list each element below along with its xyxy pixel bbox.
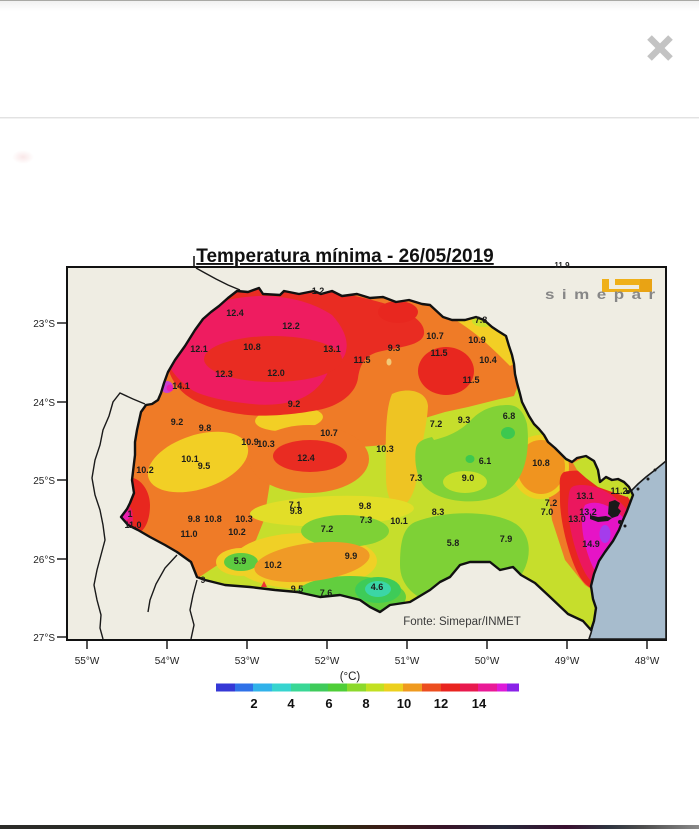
svg-text:1.2: 1.2 (312, 286, 325, 296)
svg-text:7.1: 7.1 (289, 500, 302, 510)
svg-text:12.0: 12.0 (267, 368, 285, 378)
svg-text:9.8: 9.8 (199, 423, 212, 433)
svg-text:10.7: 10.7 (320, 428, 338, 438)
svg-text:9.0: 9.0 (462, 473, 475, 483)
svg-text:9.5: 9.5 (198, 461, 211, 471)
svg-text:7.3: 7.3 (410, 473, 423, 483)
svg-text:7.2: 7.2 (321, 524, 334, 534)
svg-text:10.3: 10.3 (235, 514, 253, 524)
svg-text:10.9: 10.9 (241, 437, 259, 447)
svg-text:5.9: 5.9 (234, 556, 247, 566)
svg-text:51°W: 51°W (395, 656, 420, 667)
svg-text:11.0: 11.0 (124, 520, 141, 530)
svg-text:54°W: 54°W (155, 656, 180, 667)
svg-text:7.9: 7.9 (500, 534, 513, 544)
svg-text:9: 9 (200, 575, 205, 585)
svg-text:6: 6 (325, 696, 332, 711)
svg-text:(°C): (°C) (340, 671, 361, 683)
svg-text:1: 1 (127, 509, 132, 519)
svg-text:2: 2 (250, 696, 257, 711)
svg-text:13.1: 13.1 (323, 344, 341, 354)
svg-text:9.3: 9.3 (388, 343, 401, 353)
svg-text:14: 14 (472, 696, 487, 711)
svg-text:9.3: 9.3 (458, 415, 471, 425)
svg-text:7.3: 7.3 (360, 515, 373, 525)
svg-text:9.8: 9.8 (359, 501, 372, 511)
svg-text:48°W: 48°W (635, 656, 660, 667)
svg-text:49°W: 49°W (555, 656, 580, 667)
svg-text:9.2: 9.2 (288, 399, 301, 409)
svg-text:12.4: 12.4 (297, 453, 315, 463)
svg-text:13.0: 13.0 (568, 514, 586, 524)
svg-text:10.9: 10.9 (468, 335, 486, 345)
svg-text:10.2: 10.2 (264, 560, 282, 570)
svg-text:9.9: 9.9 (345, 551, 358, 561)
svg-text:7.6: 7.6 (320, 588, 333, 598)
svg-text:11.9: 11.9 (554, 261, 570, 270)
svg-text:14.9: 14.9 (582, 539, 600, 549)
svg-text:11.0: 11.0 (180, 529, 197, 539)
svg-text:10: 10 (397, 696, 411, 711)
svg-text:11.5: 11.5 (430, 348, 447, 358)
svg-text:14.1: 14.1 (172, 381, 190, 391)
svg-text:27°S: 27°S (33, 633, 55, 644)
svg-text:10.3: 10.3 (257, 439, 275, 449)
svg-text:10.7: 10.7 (426, 331, 444, 341)
svg-text:9.8: 9.8 (188, 514, 201, 524)
svg-text:55°W: 55°W (75, 656, 100, 667)
svg-text:11.2: 11.2 (610, 486, 627, 496)
svg-text:5.8: 5.8 (447, 538, 460, 548)
svg-text:simepar: simepar (545, 287, 663, 302)
svg-text:10.8: 10.8 (532, 458, 550, 468)
svg-text:12.1: 12.1 (190, 344, 208, 354)
svg-text:8: 8 (362, 696, 369, 711)
svg-text:9.5: 9.5 (291, 584, 304, 594)
svg-text:12: 12 (434, 696, 448, 711)
svg-text:10.2: 10.2 (228, 527, 246, 537)
svg-text:53°W: 53°W (235, 656, 260, 667)
svg-text:12.3: 12.3 (215, 369, 233, 379)
svg-text:26°S: 26°S (33, 555, 55, 566)
svg-text:7.2: 7.2 (430, 419, 443, 429)
svg-text:10.3: 10.3 (376, 444, 394, 454)
svg-text:8.3: 8.3 (432, 507, 445, 517)
svg-text:10.8: 10.8 (243, 342, 261, 352)
svg-text:Temperatura mínima - 26/05/201: Temperatura mínima - 26/05/2019 (196, 246, 493, 267)
svg-text:12.2: 12.2 (282, 321, 300, 331)
svg-text:4.6: 4.6 (371, 582, 384, 592)
svg-text:13.1: 13.1 (576, 491, 594, 501)
svg-text:10.4: 10.4 (479, 355, 497, 365)
svg-text:9.2: 9.2 (171, 417, 184, 427)
svg-text:23°S: 23°S (33, 319, 55, 330)
svg-text:Fonte: Simepar/INMET: Fonte: Simepar/INMET (403, 616, 521, 628)
svg-text:10.8: 10.8 (204, 514, 222, 524)
svg-text:4: 4 (287, 696, 295, 711)
svg-text:50°W: 50°W (475, 656, 500, 667)
svg-text:11.5: 11.5 (353, 355, 370, 365)
svg-text:7.2: 7.2 (545, 498, 558, 508)
svg-text:52°W: 52°W (315, 656, 340, 667)
svg-text:10.1: 10.1 (390, 516, 408, 526)
svg-text:6.1: 6.1 (479, 456, 492, 466)
svg-text:24°S: 24°S (33, 398, 55, 409)
svg-text:13.2: 13.2 (579, 507, 597, 517)
svg-text:11.5: 11.5 (462, 375, 479, 385)
svg-text:10.1: 10.1 (181, 454, 199, 464)
svg-text:12.4: 12.4 (226, 308, 244, 318)
svg-text:25°S: 25°S (33, 476, 55, 487)
svg-text:7.8: 7.8 (475, 315, 488, 325)
svg-text:6.8: 6.8 (503, 411, 516, 421)
svg-text:7.0: 7.0 (541, 507, 554, 517)
svg-text:10.2: 10.2 (136, 465, 154, 475)
svg-text:9.8: 9.8 (290, 506, 303, 516)
